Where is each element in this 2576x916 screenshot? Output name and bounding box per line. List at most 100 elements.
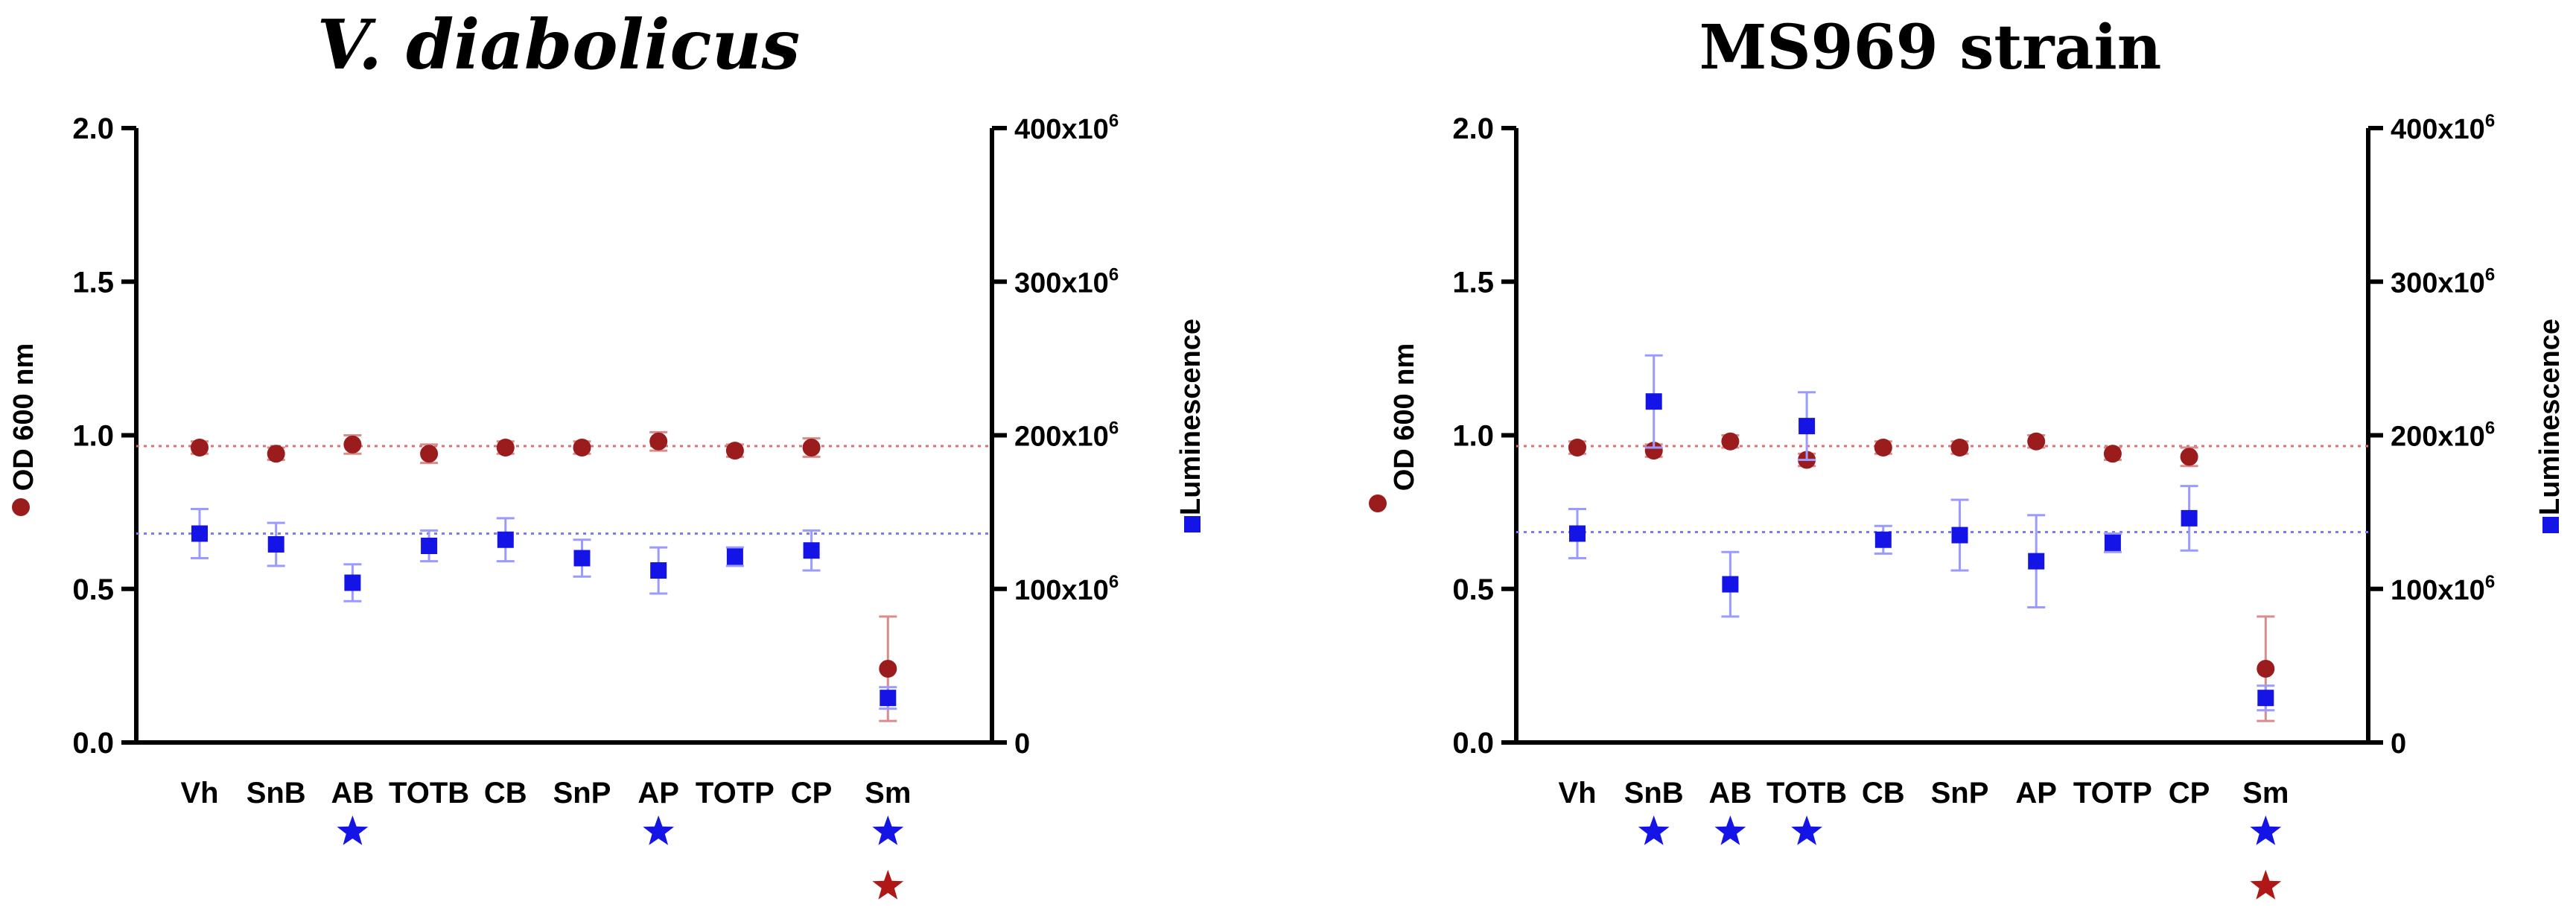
od-point [2180,448,2198,466]
significance-star-od [2250,870,2282,900]
significance-star-od [872,870,904,900]
y-tick-label: 0.5 [1452,573,1494,606]
x-tick-label: SnP [1931,777,1989,810]
significance-star-luminescence [1714,815,1746,845]
od-point [1721,432,1740,451]
luminescence-point [1569,525,1586,542]
od-point [1644,442,1663,460]
y2-tick-label: 0 [1014,728,1030,760]
x-tick-label: AP [2015,777,2057,810]
x-tick-label: Vh [180,777,218,810]
x-tick-label: SnP [553,777,611,810]
luminescence-point [421,538,438,554]
y2-tick-label: 100x106 [1014,572,1119,606]
y-axis-title: OD 600 nm [8,343,39,492]
luminescence-point [2257,690,2274,707]
luminescence-point [1951,527,1968,544]
x-tick-label: CB [484,777,527,810]
od-point [879,660,897,678]
y-tick-label: 1.0 [1452,420,1494,453]
luminescence-point [650,562,667,579]
od-point [1568,439,1586,457]
y2-tick-label: 200x106 [1014,419,1119,453]
y-axis-legend-marker [12,498,30,516]
od-point [573,439,591,457]
significance-star-luminescence [1791,815,1822,845]
od-point [725,442,744,460]
y-tick-label: 1.5 [1452,266,1494,299]
y2-tick-label: 0 [2391,728,2406,760]
od-point [1874,439,1892,457]
y2-axis-legend-marker [2542,517,2559,533]
x-tick-label: TOTP [696,777,775,810]
x-tick-label: SnB [247,777,306,810]
y2-tick-label: 300x106 [1014,264,1119,299]
luminescence-point [1645,393,1662,410]
significance-star-luminescence [337,815,369,845]
x-tick-label: AB [331,777,375,810]
y-tick-label: 1.0 [72,420,114,453]
luminescence-point [1799,418,1816,435]
x-tick-label: AP [637,777,679,810]
y2-tick-label: 300x106 [2391,264,2495,299]
panel-v-diabolicus: V. diabolicus OD 600 nm Luminescence 0.0… [8,4,1206,900]
y-tick-label: 0.5 [72,573,114,606]
x-tick-label: TOTP [2073,777,2152,810]
significance-star-luminescence [643,815,675,845]
y-axis-title: OD 600 nm [1389,343,1420,492]
luminescence-point [803,542,820,559]
luminescence-point [880,690,897,707]
significance-star-luminescence [872,815,904,845]
x-tick-label: Sm [2242,777,2289,810]
od-point [191,439,209,457]
luminescence-point [726,548,743,565]
od-point [343,435,362,454]
x-tick-label: AB [1709,777,1752,810]
od-point [420,445,439,463]
x-tick-label: TOTB [389,777,469,810]
luminescence-point [2104,534,2121,551]
od-point [1950,439,1969,457]
x-tick-label: TOTB [1766,777,1847,810]
y-tick-label: 1.5 [72,266,114,299]
luminescence-point [191,525,208,542]
luminescence-point [1722,576,1739,593]
od-point [2103,445,2122,463]
y2-tick-label: 200x106 [2391,419,2495,453]
chart-title: V. diabolicus [317,4,801,85]
y-axis-legend-marker [1369,494,1387,512]
y-tick-label: 2.0 [72,112,114,145]
luminescence-point [497,531,514,548]
y-tick-label: 0.0 [1452,727,1494,760]
x-tick-label: SnB [1624,777,1684,810]
y2-tick-label: 400x106 [2391,111,2495,145]
od-point [496,439,515,457]
x-tick-label: Vh [1558,777,1596,810]
luminescence-point [1874,531,1892,548]
y2-tick-label: 400x106 [1014,111,1119,145]
od-point [802,439,821,457]
x-tick-label: CP [2169,777,2210,810]
luminescence-point [267,535,284,553]
luminescence-point [2181,509,2198,527]
y-tick-label: 0.0 [72,727,114,760]
chart-title: MS969 strain [1699,12,2162,83]
significance-star-luminescence [1638,815,1670,845]
significance-star-luminescence [2250,815,2282,845]
luminescence-point [573,550,591,567]
od-point [2027,432,2046,451]
y2-axis-title: Luminescence [2534,319,2566,515]
y2-tick-label: 100x106 [2391,572,2495,606]
od-point [649,432,668,451]
luminescence-point [344,574,361,591]
x-tick-label: Sm [865,777,911,810]
y-tick-label: 2.0 [1452,112,1494,145]
y2-axis-legend-marker [1184,516,1200,532]
x-tick-label: CB [1862,777,1905,810]
od-point [267,445,285,463]
panel-ms969-strain: MS969 strain OD 600 nm Luminescence 0.0 0… [1369,12,2566,900]
luminescence-point [2028,553,2045,570]
y2-axis-title: Luminescence [1175,319,1206,515]
od-point [2257,660,2275,678]
